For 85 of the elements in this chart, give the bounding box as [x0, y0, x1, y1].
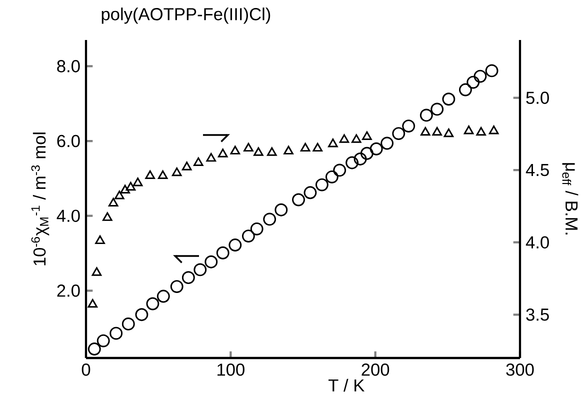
- point: [351, 134, 362, 143]
- point: [88, 298, 98, 308]
- point: [110, 326, 123, 340]
- point: [339, 134, 350, 143]
- y-tick-label: 6.0: [57, 134, 80, 148]
- point: [172, 167, 182, 176]
- point: [300, 142, 310, 152]
- point: [126, 182, 136, 191]
- point: [120, 184, 130, 194]
- point: [158, 170, 168, 180]
- y-tick-label: 2.0: [57, 284, 80, 297]
- point: [380, 136, 394, 150]
- point: [360, 146, 374, 160]
- y-tick-label: 4.0: [56, 210, 80, 222]
- chart-title: poly(AOTPP-Fe(III)Cl): [102, 8, 270, 24]
- point: [228, 238, 242, 252]
- point: [244, 142, 254, 152]
- point: [108, 198, 118, 206]
- point: [216, 246, 230, 260]
- y-axis-title: 10$^{-6}$χ$_{M}$$^{-1}$ / m$^{-3}$ mol: [31, 132, 50, 266]
- point: [274, 203, 288, 216]
- x-tick-label: 300: [506, 364, 534, 376]
- point: [392, 127, 406, 140]
- point: [476, 126, 486, 136]
- point: [402, 120, 416, 133]
- point: [328, 138, 338, 148]
- point: [430, 102, 444, 116]
- y2-tick-label: 5.0: [526, 92, 549, 104]
- point: [420, 108, 433, 122]
- point: [95, 235, 105, 244]
- point: [254, 147, 264, 156]
- point: [88, 342, 101, 356]
- point: [333, 164, 346, 177]
- x-tick-label: 100: [218, 364, 244, 376]
- point: [432, 126, 442, 136]
- point: [466, 76, 480, 89]
- point: [442, 92, 456, 106]
- point: [92, 267, 102, 276]
- point: [458, 83, 472, 96]
- point: [145, 170, 155, 180]
- y2-tick-label: 3.5: [526, 308, 549, 321]
- y2-tick-label: 4.0: [526, 236, 549, 248]
- point: [370, 142, 383, 156]
- point: [250, 222, 264, 236]
- point: [488, 126, 499, 134]
- point: [346, 156, 359, 170]
- point: [194, 263, 207, 276]
- point: [263, 212, 276, 226]
- point: [156, 290, 170, 303]
- y2-tick-label: 4.5: [526, 164, 549, 176]
- point: [114, 190, 124, 200]
- point: [132, 178, 143, 186]
- point: [444, 128, 454, 138]
- point: [230, 146, 240, 154]
- point: [96, 334, 110, 348]
- point: [325, 170, 338, 184]
- point: [135, 308, 148, 322]
- point: [485, 64, 498, 78]
- point: [122, 317, 135, 330]
- y2-axis-title: μ$_{eff}$ / B.M.: [562, 163, 578, 234]
- point: [267, 147, 277, 156]
- point: [315, 178, 328, 192]
- point: [464, 126, 474, 134]
- point: [284, 146, 294, 154]
- x-axis-title: T / K: [328, 378, 365, 392]
- point: [420, 126, 430, 136]
- point: [182, 271, 195, 284]
- point: [204, 255, 218, 268]
- x-tick-label: 0: [82, 364, 90, 376]
- point: [354, 152, 367, 166]
- point: [102, 212, 112, 221]
- point: [182, 162, 192, 170]
- y-tick-label: 8.0: [57, 60, 80, 72]
- point: [170, 280, 184, 294]
- point: [206, 152, 216, 162]
- point: [362, 131, 372, 140]
- point: [194, 157, 204, 166]
- point: [218, 148, 228, 158]
- point: [146, 297, 160, 310]
- x-tick-label: 200: [362, 364, 390, 376]
- point: [474, 70, 487, 83]
- point: [292, 193, 305, 206]
- point: [312, 142, 322, 152]
- point: [242, 230, 255, 243]
- point: [304, 186, 317, 200]
